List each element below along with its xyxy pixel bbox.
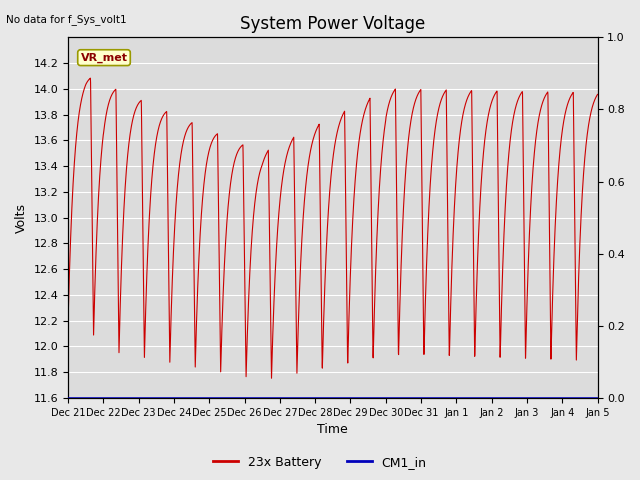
Title: System Power Voltage: System Power Voltage [240, 15, 426, 33]
Y-axis label: Volts: Volts [15, 203, 28, 233]
Text: No data for f_Sys_volt1: No data for f_Sys_volt1 [6, 14, 127, 25]
Legend: 23x Battery, CM1_in: 23x Battery, CM1_in [208, 451, 432, 474]
Text: VR_met: VR_met [81, 52, 127, 63]
X-axis label: Time: Time [317, 423, 348, 436]
